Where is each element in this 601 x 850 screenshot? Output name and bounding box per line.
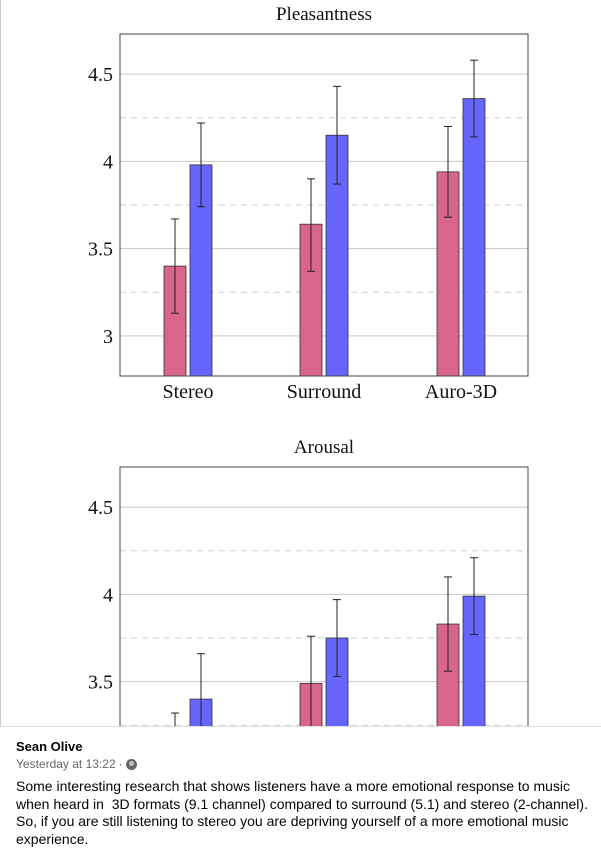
y-tick-label: 4.5 (88, 64, 113, 86)
y-tick-label: 4 (103, 584, 113, 606)
x-tick-label: Auro-3D (425, 381, 497, 403)
plot-frame (119, 466, 529, 726)
globe-icon (125, 758, 137, 770)
chart-title: Arousal (294, 437, 354, 458)
post-meta: Yesterday at 13:22 · (16, 757, 591, 771)
x-tick-label: Surround (287, 381, 361, 403)
post-text: Some interesting research that shows lis… (16, 778, 596, 847)
y-tick-label: 4.5 (88, 497, 113, 519)
bar-auro-3d-blue (462, 98, 486, 377)
bar-charts: Pleasantness 3 3.5 4 4.5 Stereo Surround Auro-3… (88, 4, 529, 726)
chart-image[interactable]: Pleasantness 3 3.5 4 4.5 Stereo Surround Auro-3… (0, 0, 601, 726)
author-name[interactable]: Sean Olive (16, 739, 83, 754)
y-tick-label: 3.5 (88, 239, 113, 261)
chart-pleasantness: Pleasantness 3 3.5 4 4.5 Stereo Surround Auro-3… (88, 4, 529, 403)
chart-title: Pleasantness (276, 4, 372, 25)
x-tick-label: Stereo (162, 381, 213, 403)
post: Sean Olive Yesterday at 13:22 · Some int… (16, 739, 591, 848)
separator: · (118, 757, 123, 771)
divider (0, 726, 601, 727)
y-tick-label: 4 (103, 151, 113, 173)
y-tick-label: 3.5 (88, 672, 113, 694)
timestamp[interactable]: Yesterday at 13:22 (16, 757, 116, 771)
y-tick-label: 3 (103, 326, 113, 348)
plot-frame (119, 33, 529, 377)
